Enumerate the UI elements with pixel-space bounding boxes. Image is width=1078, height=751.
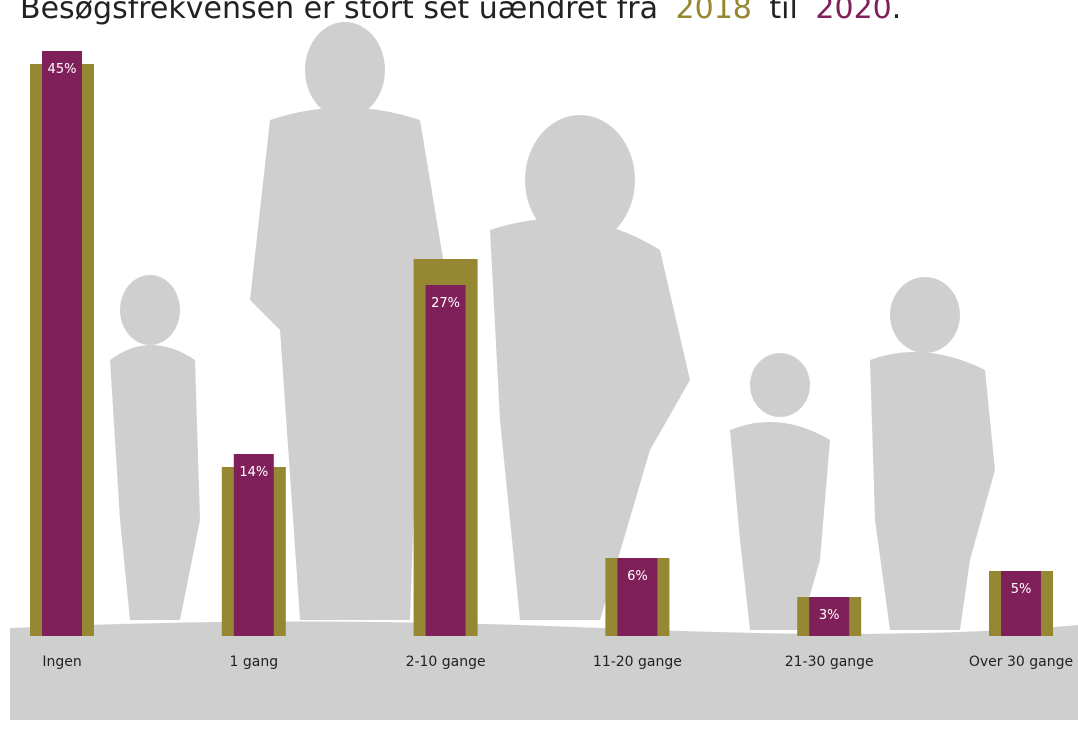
- bar: [1001, 571, 1041, 636]
- value-label: 3%: [819, 608, 840, 623]
- value-label: 5%: [1011, 582, 1032, 597]
- bar: [233, 454, 274, 636]
- bar: [809, 597, 850, 636]
- background-silhouettes: [10, 22, 1078, 720]
- x-tick-label: 1 gang: [230, 654, 279, 670]
- value-label: 27%: [431, 296, 460, 311]
- title-text: til: [769, 0, 797, 26]
- x-tick-label: 11-20 gange: [593, 654, 682, 670]
- chart-title: Besøgsfrekvensen er stort set uændret fr…: [20, 0, 901, 26]
- x-tick-label: 21-30 gange: [785, 654, 874, 670]
- x-tick-label: Ingen: [42, 654, 81, 670]
- x-tick-label: Over 30 gange: [969, 654, 1073, 670]
- title-text: Besøgsfrekvensen er stort set uændret fr…: [20, 0, 658, 26]
- bar: [425, 285, 466, 636]
- bar: [617, 558, 658, 636]
- bar: [42, 51, 82, 636]
- x-tick-label: 2-10 gange: [406, 654, 486, 670]
- value-label: 14%: [239, 465, 268, 480]
- value-label: 6%: [627, 569, 648, 584]
- title-text: .: [892, 0, 902, 26]
- legend-entry: 2018: [676, 0, 752, 26]
- value-label: 45%: [48, 62, 77, 77]
- legend-entry: 2020: [815, 0, 891, 26]
